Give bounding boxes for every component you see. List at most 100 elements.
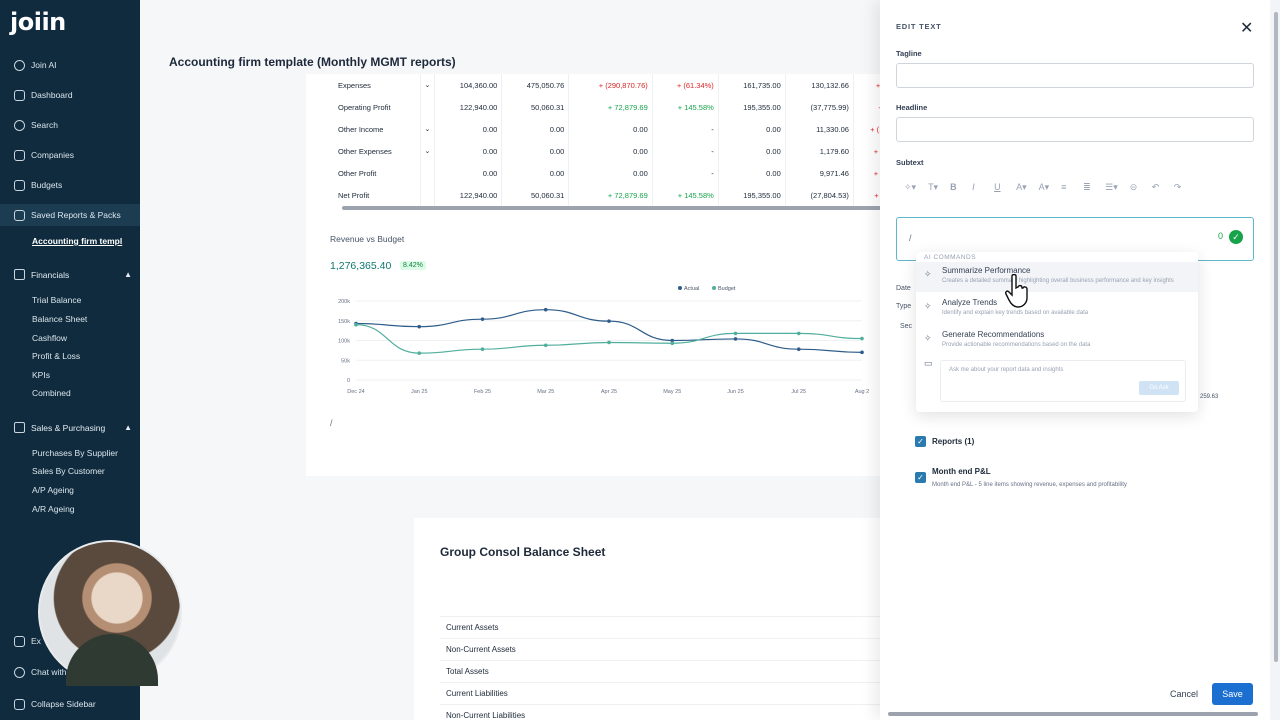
- sparkle-icon: [14, 59, 25, 71]
- ai-sparkle-icon[interactable]: ✧▾: [904, 181, 917, 192]
- x-tick-label: Apr 25: [601, 389, 617, 395]
- y-tick-label: 0: [347, 378, 350, 384]
- table-row: Current Assets: [440, 616, 880, 638]
- bold-icon[interactable]: B: [950, 182, 957, 192]
- cell-variance-pct: -: [652, 140, 719, 162]
- data-point-actual: [543, 307, 548, 312]
- subtext-label: Subtext: [896, 158, 924, 167]
- chart-total: 1,276,365.40: [330, 260, 392, 272]
- sidebar-item-ar-ageing[interactable]: A/R Ageing: [32, 504, 75, 514]
- ai-chat-input[interactable]: Ask me about your report data and insigh…: [940, 360, 1186, 402]
- sidebar-item-purchases-by-supplier[interactable]: Purchases By Supplier: [32, 448, 118, 458]
- data-point-budget: [607, 340, 611, 345]
- cell-variance: + 72,879.69: [568, 96, 653, 118]
- budget-icon: [14, 179, 25, 191]
- cell-value: (37,775.99): [785, 96, 854, 118]
- bullet-list-icon[interactable]: ≡: [1061, 182, 1067, 192]
- sparkle-icon: ✧: [924, 269, 932, 279]
- chevron-down-icon[interactable]: ⌄: [420, 118, 436, 140]
- row-label: Other Expenses: [334, 140, 421, 162]
- command-generate-recommendations[interactable]: ✧ Generate Recommendations Provide actio…: [916, 326, 1198, 356]
- sidebar-item-cashflow[interactable]: Cashflow: [32, 333, 67, 343]
- sidebar-item-budgets[interactable]: Budgets: [0, 174, 140, 196]
- sidebar-item-search[interactable]: Search: [0, 114, 140, 136]
- chevron-up-icon: ▲: [124, 270, 132, 279]
- panel-title: EDIT TEXT: [896, 22, 942, 31]
- chevron-down-icon[interactable]: ⌄: [420, 140, 436, 162]
- sidebar-item-sales-by-customer[interactable]: Sales By Customer: [32, 466, 105, 476]
- cell-value: 50,060.31: [501, 96, 570, 118]
- sidebar-item-chat[interactable]: Chat with: [0, 661, 140, 683]
- numbered-list-icon[interactable]: ≣: [1083, 181, 1091, 192]
- sidebar-item-saved-reports[interactable]: Saved Reports & Packs: [0, 204, 140, 226]
- panel-horizontal-scrollbar[interactable]: [888, 712, 1258, 716]
- command-analyze-trends[interactable]: ✧ Analyze Trends Identify and explain ke…: [916, 294, 1198, 324]
- sidebar-item-combined[interactable]: Combined: [32, 388, 71, 398]
- underline-icon[interactable]: U: [994, 182, 1001, 192]
- sidebar-section-sales[interactable]: Sales & Purchasing ▲: [14, 422, 132, 433]
- text-color-icon[interactable]: A▾: [1016, 181, 1027, 192]
- cell-value: 130,132.66: [785, 74, 854, 96]
- section-label: Financials: [31, 269, 70, 280]
- joiin-logo[interactable]: joiin: [10, 8, 66, 36]
- popup-header: AI COMMANDS: [924, 254, 977, 261]
- ai-assistant-icon[interactable]: ✓: [1229, 230, 1243, 244]
- sidebar-item-profit-loss[interactable]: Profit & Loss: [32, 351, 81, 361]
- data-point-actual: [860, 350, 864, 355]
- sidebar-item-trial-balance[interactable]: Trial Balance: [32, 295, 82, 305]
- sidebar-item-label: Search: [31, 120, 58, 130]
- close-icon[interactable]: ✕: [1240, 20, 1254, 37]
- legend-marker: [678, 286, 682, 290]
- ask-button[interactable]: Go Ask: [1139, 381, 1179, 395]
- sidebar-item-dashboard[interactable]: Dashboard: [0, 84, 140, 106]
- sidebar-section-financials[interactable]: Financials ▲: [14, 269, 132, 280]
- sidebar-item-companies[interactable]: Companies: [0, 144, 140, 166]
- legend-label: Budget: [718, 286, 736, 292]
- x-tick-label: Dec 24: [347, 389, 364, 395]
- scrollbar-thumb[interactable]: [1274, 12, 1278, 662]
- data-point-actual: [417, 324, 422, 329]
- text-style-icon[interactable]: T▾: [928, 181, 939, 192]
- italic-icon[interactable]: I: [972, 182, 975, 192]
- command-desc: Provide actionable recommendations based…: [942, 342, 1091, 348]
- save-button[interactable]: Save: [1212, 683, 1253, 705]
- sidebar-item-kpis[interactable]: KPIs: [32, 370, 50, 380]
- sparkle-icon: ✧: [924, 301, 932, 311]
- cell-variance: + (290,870.76): [568, 74, 653, 96]
- cell-value: 195,355.00: [718, 184, 786, 206]
- undo-icon[interactable]: ↶: [1151, 181, 1160, 192]
- data-point-actual: [480, 317, 485, 321]
- cell-variance: 0.00: [568, 140, 653, 162]
- link-icon[interactable]: ⊝: [1129, 181, 1138, 192]
- sidebar-item-ap-ageing[interactable]: A/P Ageing: [32, 485, 74, 495]
- headline-input[interactable]: [896, 117, 1254, 142]
- text-block-slash[interactable]: /: [330, 418, 333, 428]
- tagline-input[interactable]: [896, 63, 1254, 88]
- command-summarize-performance[interactable]: ✧ Summarize Performance Creates a detail…: [916, 262, 1198, 292]
- align-icon[interactable]: ☰▾: [1105, 181, 1118, 192]
- cell-value: 475,050.76: [501, 74, 570, 96]
- sidebar-item-export[interactable]: Ex: [0, 630, 140, 652]
- cell-variance-pct: + 145.58%: [652, 96, 719, 118]
- sidebar-item-label: Saved Reports & Packs: [31, 210, 121, 220]
- highlight-icon[interactable]: A▾: [1038, 181, 1050, 192]
- redo-icon[interactable]: ↷: [1173, 181, 1182, 192]
- table-horizontal-scrollbar[interactable]: [342, 206, 882, 210]
- webcam-person: [66, 634, 158, 686]
- sidebar-item-balance-sheet[interactable]: Balance Sheet: [32, 314, 88, 324]
- chevron-down-icon[interactable]: ⌄: [420, 74, 436, 96]
- collapse-sidebar-button[interactable]: Collapse Sidebar: [0, 693, 140, 715]
- cell-value: 0.00: [501, 140, 570, 162]
- table-row: Non-Current Liabilities: [440, 704, 880, 720]
- sidebar-item-current-report[interactable]: Accounting firm templ: [32, 236, 123, 246]
- folder-icon: [14, 209, 25, 221]
- reports-checkbox[interactable]: ✓: [915, 436, 926, 447]
- data-point-budget: [860, 336, 864, 341]
- table-row: Non-Current Assets: [440, 638, 880, 660]
- report-item-checkbox[interactable]: ✓: [915, 472, 926, 483]
- cancel-button[interactable]: Cancel: [1162, 684, 1206, 704]
- sidebar-item-join-ai[interactable]: Join AI: [0, 54, 140, 76]
- panel-vertical-scrollbar[interactable]: [1272, 0, 1280, 720]
- section-label: Sec: [900, 323, 913, 330]
